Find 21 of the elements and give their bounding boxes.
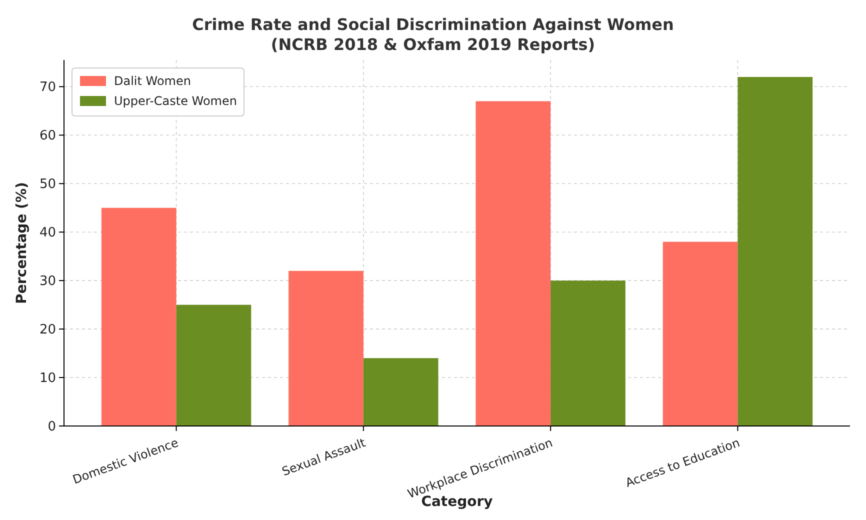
y-tick-label: 40 <box>39 226 56 241</box>
y-tick-label: 50 <box>39 177 56 192</box>
y-tick-label: 0 <box>48 420 56 435</box>
y-tick-label: 70 <box>39 80 56 96</box>
y-tick-label: 30 <box>39 274 56 290</box>
x-axis-title: Category <box>421 494 493 510</box>
legend-label: Upper-Caste Women <box>114 94 237 108</box>
legend-label: Dalit Women <box>114 74 191 88</box>
y-tick-label: 10 <box>39 371 56 386</box>
bar <box>662 242 738 426</box>
bar <box>476 101 551 426</box>
bar <box>550 280 626 426</box>
bar <box>101 208 176 426</box>
y-tick-label: 20 <box>39 322 56 338</box>
y-tick-label: 60 <box>39 128 56 144</box>
y-axis-title: Percentage (%) <box>14 182 30 304</box>
chart-title: Crime Rate and Social Discrimination Against Women (NCRB 2018 & Oxfam 2019 Reports) <box>192 15 674 54</box>
bar <box>738 76 813 426</box>
bar <box>176 304 252 426</box>
bar <box>363 358 438 426</box>
bar <box>288 270 364 426</box>
